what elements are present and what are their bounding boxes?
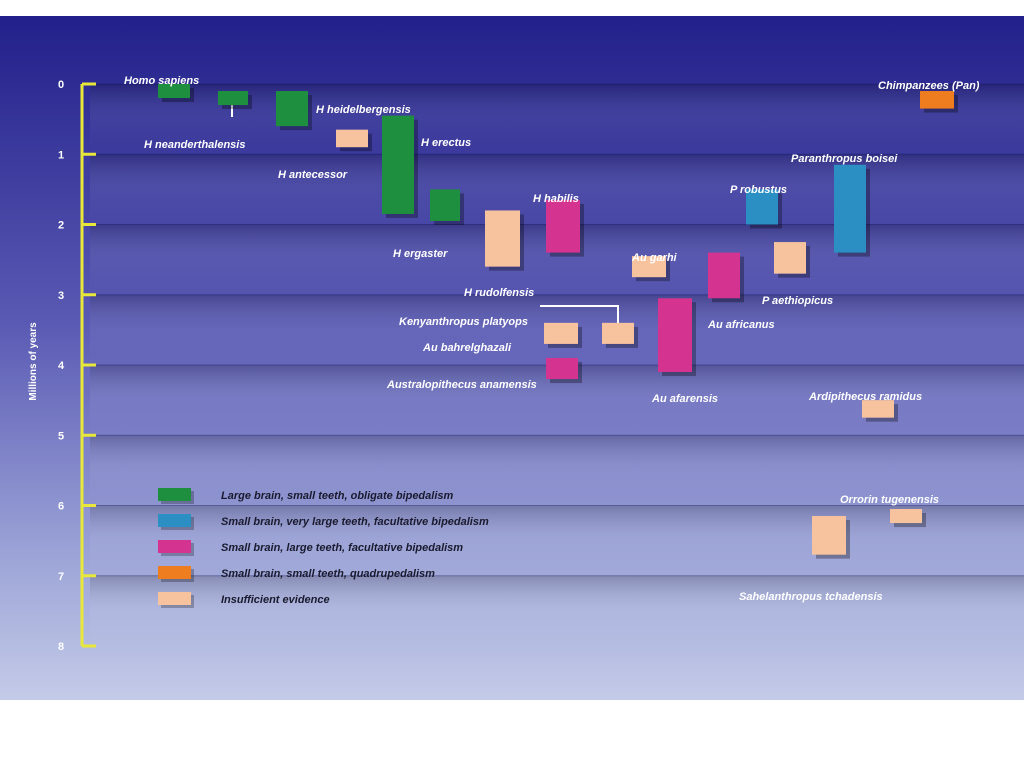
y-tick-label-1: 1 [58,149,64,161]
label-h-heidelbergensis: H heidelbergensis [316,104,411,116]
legend-swatch-large [158,488,191,501]
label-au-garhi: Au garhi [631,252,678,264]
label-sahelanthropus-tchadensis: Sahelanthropus tchadensis [739,591,883,603]
bar-h-ergaster [430,189,460,221]
label-h-neanderthalensis: H neanderthalensis [144,139,245,151]
species-labels: Homo sapiens H neanderthalensis H heidelbe… [124,75,980,603]
bar-h-neanderthalensis [218,91,248,106]
bar-h-heidelbergensis [276,91,308,127]
band-6 [90,505,1024,576]
label-paranthropus-boisei: Paranthropus boisei [791,153,898,165]
kenyanthropus-connector [540,305,619,329]
legend-label-facultative: Small brain, large teeth, facultative bi… [221,542,463,554]
bar-orrorin-tugenensis [890,509,922,524]
y-tick-label-7: 7 [58,571,64,583]
label-chimpanzees-pan: Chimpanzees (Pan) [878,80,980,92]
y-axis-title: Millions of years [28,322,39,401]
y-tick-label-6: 6 [58,501,64,513]
label-h-ergaster: H ergaster [393,248,448,260]
y-axis: 0 1 2 3 4 5 6 7 8 Millions of years [28,79,96,653]
bar-ardipithecus-ramidus [862,400,894,418]
y-tick-label-5: 5 [58,430,64,442]
label-p-aethiopicus: P aethiopicus [762,295,833,307]
bar-australopithecus-anamensis [546,357,578,380]
bands-layer [90,83,1024,646]
bar-au-afarensis [658,298,692,373]
label-australopithecus-anamensis: Australopithecus anamensis [386,379,537,391]
y-tick-label-0: 0 [58,79,64,91]
y-tick-label-8: 8 [58,641,64,653]
legend-label-large: Large brain, small teeth, obligate biped… [221,490,453,502]
label-orrorin-tugenensis: Orrorin tugenensis [840,494,939,506]
connectors [231,104,619,329]
legend-label-insufficient: Insufficient evidence [221,594,330,606]
legend-swatch-facultative [158,540,191,553]
y-tick-label-2: 2 [58,220,64,232]
y-tick-label-4: 4 [58,360,65,372]
legend-label-teeth: Small brain, very large teeth, facultati… [221,516,489,528]
bar-au-bahrelghazali [544,322,578,344]
label-au-afarensis: Au afarensis [651,393,718,405]
band-5 [90,435,1024,506]
label-au-africanus: Au africanus [707,319,775,331]
bar-h-rudolfensis [485,210,520,267]
bar-h-habilis [546,199,580,253]
species-bars [158,84,958,559]
chart-panel: 0 1 2 3 4 5 6 7 8 Millions of years Homo sapiens H… [0,16,1024,700]
bar-h-antecessor [336,129,368,148]
legend-swatch-insufficient [158,592,191,605]
bar-h-erectus [382,115,414,214]
bar-chimpanzees-pan [920,91,954,109]
y-tick-label-3: 3 [58,290,64,302]
bar-paranthropus-boisei [834,164,866,253]
label-ardipithecus-ramidus: Ardipithecus ramidus [808,391,922,403]
bar-sahelanthropus-tchadensis [812,516,846,555]
bar-p-aethiopicus [774,242,806,274]
bar-p-robustus [746,189,778,225]
bar-homo-sapiens [158,84,190,99]
bar-au-africanus [708,252,740,299]
bar-au-garhi [632,256,666,278]
label-h-erectus: H erectus [421,137,471,149]
legend-swatch-quadruped [158,566,191,579]
label-kenyanthropus-platyops: Kenyanthropus platyops [399,316,528,328]
legend-label-quadruped: Small brain, small teeth, quadrupedalism [221,568,435,580]
label-homo-sapiens: Homo sapiens [124,75,199,87]
legend-swatch-teeth [158,514,191,527]
label-au-bahrelghazali: Au bahrelghazali [422,342,512,354]
band-7 [90,575,1024,646]
label-h-rudolfensis: H rudolfensis [464,287,534,299]
label-h-antecessor: H antecessor [278,169,348,181]
bar-kenyanthropus-platyops [602,322,634,344]
legend: Large brain, small teeth, obligate biped… [158,488,489,608]
label-p-robustus: P robustus [730,184,787,196]
label-h-habilis: H habilis [533,193,579,205]
